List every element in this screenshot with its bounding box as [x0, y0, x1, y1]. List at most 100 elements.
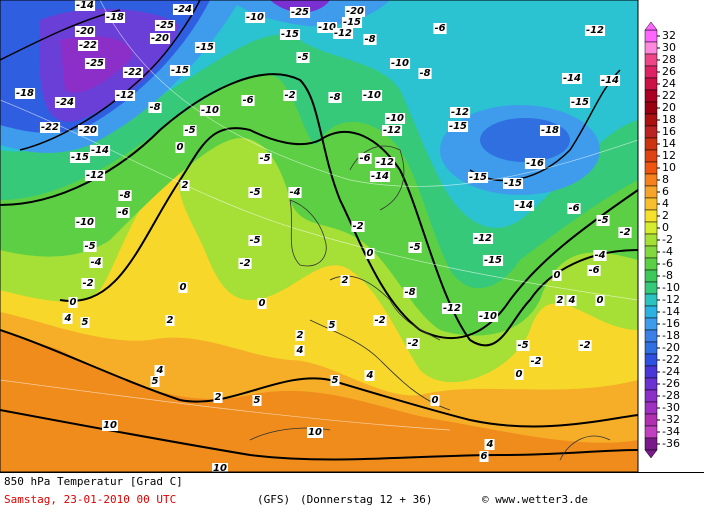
label-box — [89, 145, 111, 156]
label-box — [567, 203, 581, 214]
label-box — [122, 67, 144, 78]
contour-label: -2 — [352, 221, 363, 232]
label-box — [316, 22, 338, 33]
label-box — [449, 107, 471, 118]
contour-label: -14 — [371, 171, 389, 182]
contour-label: -6 — [117, 207, 128, 218]
label-box — [514, 369, 524, 380]
label-box — [294, 345, 305, 356]
label-box — [74, 0, 96, 11]
label-box — [364, 370, 375, 381]
contour-label: -6 — [568, 203, 579, 214]
color-bar-label: 8 — [662, 173, 669, 186]
color-bar-label: -2 — [662, 233, 673, 246]
label-box — [328, 92, 342, 103]
contour-label: -4 — [594, 250, 605, 261]
color-bar-label: 16 — [662, 125, 676, 138]
label-box — [257, 298, 267, 309]
contour-label: -5 — [409, 242, 420, 253]
color-bar-label: -22 — [662, 353, 680, 366]
contour-label: -20 — [346, 6, 364, 17]
contour-label: -14 — [515, 200, 533, 211]
label-box — [69, 152, 91, 163]
contour-label: -6 — [588, 265, 599, 276]
label-box — [374, 157, 396, 168]
contour-label: -4 — [90, 257, 101, 268]
contour-label: 2 — [215, 392, 222, 403]
contour-label: 5 — [254, 395, 261, 406]
contour-label: -15 — [71, 152, 89, 163]
color-bar-label: -20 — [662, 341, 680, 354]
label-box — [241, 95, 255, 106]
contour-label: -14 — [601, 75, 619, 86]
contour-label: 0 — [177, 142, 184, 153]
contour-label: -5 — [517, 340, 528, 351]
label-box — [172, 4, 194, 15]
label-box — [569, 97, 591, 108]
contour-label: 4 — [296, 345, 304, 356]
contour-label: -5 — [249, 235, 260, 246]
color-bar-label: 10 — [662, 161, 676, 174]
color-swatch — [644, 221, 658, 235]
color-swatch — [644, 245, 658, 259]
color-swatch — [644, 77, 658, 91]
label-box — [83, 241, 97, 252]
label-box — [212, 463, 228, 474]
label-box — [165, 315, 175, 326]
label-box — [248, 235, 262, 246]
contour-label: -8 — [419, 68, 430, 79]
contour-label: 0 — [180, 282, 187, 293]
color-swatch — [644, 257, 658, 271]
label-box — [154, 20, 176, 31]
color-bar-label: 6 — [662, 185, 669, 198]
contour-label: -8 — [149, 102, 160, 113]
label-box — [441, 303, 463, 314]
contour-label: 10 — [103, 420, 117, 431]
contour-label: 5 — [82, 317, 89, 328]
contour-label: 5 — [152, 376, 159, 387]
contour-label: -5 — [597, 215, 608, 226]
label-box — [599, 75, 621, 86]
contour-label: -18 — [541, 125, 559, 136]
contour-labels: -14-18-24-25-20-20-22-25-22-18-24-22 -20-… — [14, 0, 632, 474]
color-swatch — [644, 341, 658, 355]
contour-label: -10 — [479, 311, 497, 322]
label-box — [539, 125, 561, 136]
contour-label: -20 — [79, 125, 97, 136]
contour-label: 2 — [297, 330, 304, 341]
label-box — [104, 12, 126, 23]
contour-label: 4 — [568, 295, 576, 306]
contour-label: -5 — [259, 153, 270, 164]
color-swatch — [644, 113, 658, 127]
contour-label: -5 — [184, 125, 195, 136]
contour-label: -12 — [334, 28, 352, 39]
contour-label: -24 — [56, 97, 74, 108]
label-box — [330, 375, 340, 386]
label-box — [447, 121, 469, 132]
color-bar-label: 12 — [662, 149, 676, 162]
color-swatch — [644, 161, 658, 175]
color-swatch — [644, 41, 658, 55]
label-box — [618, 227, 632, 238]
color-swatch — [644, 353, 658, 367]
color-bar: 32302826242220181614121086420-2-4-6-8-10… — [644, 21, 680, 459]
contour-label: -14 — [76, 0, 94, 11]
color-bar-label: 2 — [662, 209, 669, 222]
label-box — [327, 320, 337, 331]
contour-label: 6 — [481, 451, 488, 462]
contour-label: -2 — [407, 338, 418, 349]
contour-label: -10 — [318, 22, 336, 33]
color-bar-label: 28 — [662, 53, 676, 66]
label-box — [199, 105, 221, 116]
contour-label: -15 — [196, 42, 214, 53]
color-swatch — [644, 281, 658, 295]
contour-label: -15 — [484, 255, 502, 266]
color-swatch — [644, 185, 658, 199]
contour-label: -25 — [86, 58, 104, 69]
label-box — [183, 125, 197, 136]
contour-label: -25 — [291, 7, 309, 18]
color-swatch — [644, 233, 658, 247]
label-box — [283, 90, 297, 101]
contour-label: -24 — [174, 4, 192, 15]
label-box — [361, 90, 383, 101]
